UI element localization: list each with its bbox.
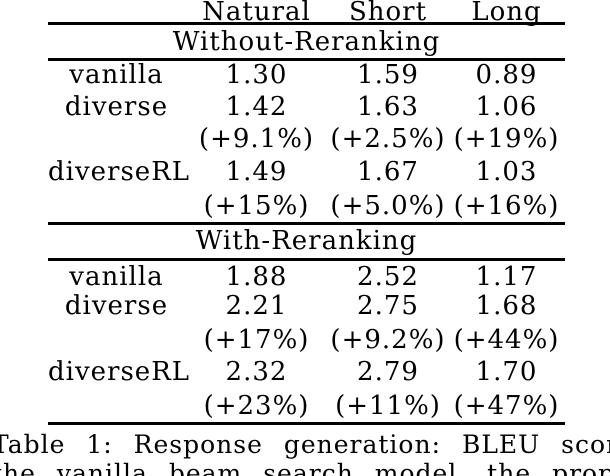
cell-value: 1.17	[475, 262, 538, 292]
table-rule-bottom	[48, 422, 565, 425]
cell-gain: (+11%)	[335, 391, 441, 421]
table-row-gains: (+9.1%) (+2.5%) (+19%)	[48, 124, 565, 154]
row-label: diverse	[64, 92, 169, 122]
cell-value: 1.68	[475, 291, 538, 321]
table-rule-mid-1	[48, 58, 565, 61]
row-label	[48, 191, 185, 221]
cell-gain: (+2.5%)	[330, 124, 446, 154]
cell-gain: (+15%)	[203, 191, 310, 221]
cell-gain: (+23%)	[203, 391, 310, 421]
cell-value: 1.03	[475, 157, 538, 187]
table-row: vanilla 1.88 2.52 1.17	[48, 262, 565, 292]
cell-value: 1.70	[475, 357, 538, 387]
cell-value: 2.79	[357, 357, 419, 387]
cell-gain: (+9.2%)	[330, 325, 446, 355]
row-label	[48, 391, 185, 421]
table-row: diverse 1.42 1.63 1.06	[48, 92, 565, 122]
row-label	[48, 124, 185, 154]
table-caption-line2: the vanilla beam search model, the propo…	[0, 459, 610, 476]
cell-gain: (+16%)	[453, 191, 560, 221]
table-caption-line1: Table 1: Response generation: BLEU score…	[0, 430, 610, 459]
cell-gain: (+17%)	[203, 325, 310, 355]
section-title-without-reranking: Without-Reranking	[172, 27, 441, 57]
cell-gain: (+9.1%)	[198, 124, 315, 154]
table-row-gains: (+17%) (+9.2%) (+44%)	[48, 325, 565, 355]
row-label: diverse	[64, 291, 169, 321]
cell-value: 1.59	[357, 60, 419, 90]
cell-value: 2.75	[357, 291, 419, 321]
cell-value: 1.88	[225, 262, 288, 292]
row-label: vanilla	[69, 262, 164, 292]
cell-gain: (+47%)	[453, 391, 560, 421]
cell-value: 2.32	[225, 357, 288, 387]
table-rule-top	[48, 22, 565, 25]
cell-value: 1.30	[225, 60, 288, 90]
table-row: diverse 2.21 2.75 1.68	[48, 291, 565, 321]
table-rule-mid-3	[48, 258, 565, 261]
cell-gain: (+5.0%)	[330, 191, 446, 221]
table-row-gains: (+23%) (+11%) (+47%)	[48, 391, 565, 421]
table-rule-mid-2	[48, 222, 565, 225]
cell-gain: (+19%)	[453, 124, 560, 154]
cell-value: 1.42	[225, 92, 288, 122]
table-row-gains: (+15%) (+5.0%) (+16%)	[48, 191, 565, 221]
cell-value: 1.49	[225, 157, 288, 187]
table-header-row: Natural Short Long	[48, 0, 565, 27]
cell-value: 1.06	[475, 92, 538, 122]
row-label	[48, 325, 185, 355]
table-row: diverseRL 2.32 2.79 1.70	[48, 357, 565, 387]
row-label: diverseRL	[48, 357, 191, 387]
section-title-with-reranking: With-Reranking	[195, 226, 418, 256]
row-label: diverseRL	[48, 157, 191, 187]
cell-gain: (+44%)	[453, 325, 560, 355]
table-row: diverseRL 1.49 1.67 1.03	[48, 157, 565, 187]
row-label: vanilla	[69, 60, 164, 90]
cell-value: 2.21	[225, 291, 288, 321]
cell-value: 1.67	[357, 157, 419, 187]
cell-value: 1.63	[357, 92, 419, 122]
cell-value: 0.89	[475, 60, 538, 90]
table-row: vanilla 1.30 1.59 0.89	[48, 60, 565, 90]
cell-value: 2.52	[357, 262, 419, 292]
